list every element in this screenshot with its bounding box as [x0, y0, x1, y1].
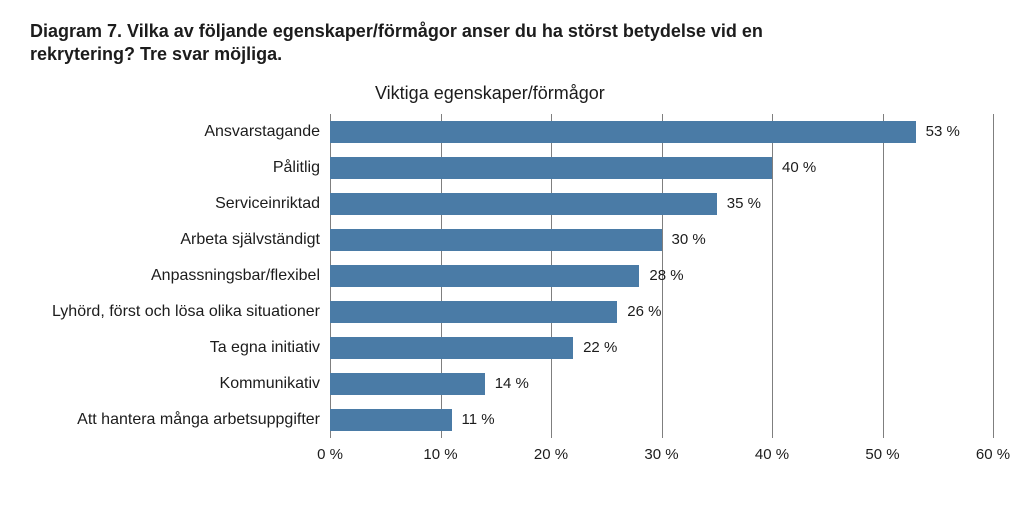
- value-label: 28 %: [649, 267, 683, 284]
- grid-line: [993, 114, 994, 438]
- bar: [330, 301, 617, 323]
- bar: [330, 121, 916, 143]
- category-label: Arbeta självständigt: [30, 231, 330, 249]
- category-column: Ansvarstagande Pålitlig Serviceinriktad Arb…: [30, 114, 330, 468]
- heading-line-2: rekrytering? Tre svar möjliga.: [30, 44, 282, 64]
- diagram-heading: Diagram 7. Vilka av följande egenskaper/…: [30, 20, 993, 67]
- value-label: 22 %: [583, 339, 617, 356]
- bar: [330, 373, 485, 395]
- value-label: 53 %: [926, 123, 960, 140]
- category-label: Lyhörd, först och lösa olika situationer: [30, 303, 330, 321]
- category-label: Ansvarstagande: [30, 123, 330, 141]
- value-label: 26 %: [627, 303, 661, 320]
- bar: [330, 337, 573, 359]
- category-label: Anpassningsbar/flexibel: [30, 267, 330, 285]
- x-tick-label: 30 %: [644, 446, 678, 463]
- plot-area: 53 % 40 % 35 % 30 % 28 % 26 % 22 % 14 % 11 %: [330, 114, 993, 438]
- value-label: 11 %: [462, 411, 495, 428]
- bar: [330, 409, 452, 431]
- x-tick-label: 60 %: [976, 446, 1010, 463]
- x-tick-label: 0 %: [317, 446, 343, 463]
- x-axis: 0 %10 %20 %30 %40 %50 %60 %: [330, 438, 993, 468]
- heading-line-1: Diagram 7. Vilka av följande egenskaper/…: [30, 21, 763, 41]
- x-tick-label: 20 %: [534, 446, 568, 463]
- bar: [330, 229, 662, 251]
- bar: [330, 193, 717, 215]
- category-label: Serviceinriktad: [30, 195, 330, 213]
- x-tick-label: 50 %: [865, 446, 899, 463]
- bar: [330, 157, 772, 179]
- chart: Ansvarstagande Pålitlig Serviceinriktad Arb…: [30, 114, 993, 468]
- x-tick-label: 40 %: [755, 446, 789, 463]
- value-label: 40 %: [782, 159, 816, 176]
- bar: [330, 265, 639, 287]
- category-label: Kommunikativ: [30, 375, 330, 393]
- chart-title: Viktiga egenskaper/förmågor: [30, 83, 993, 104]
- category-label: Att hantera många arbetsuppgifter: [30, 411, 330, 429]
- x-tick-label: 10 %: [423, 446, 457, 463]
- page: Diagram 7. Vilka av följande egenskaper/…: [0, 0, 1023, 518]
- value-label: 35 %: [727, 195, 761, 212]
- category-label: Ta egna initiativ: [30, 339, 330, 357]
- value-label: 30 %: [672, 231, 706, 248]
- value-label: 14 %: [495, 375, 529, 392]
- category-label: Pålitlig: [30, 159, 330, 177]
- plot-column: 53 %40 %35 %30 %28 %26 %22 %14 %11 % 0 %…: [330, 114, 993, 468]
